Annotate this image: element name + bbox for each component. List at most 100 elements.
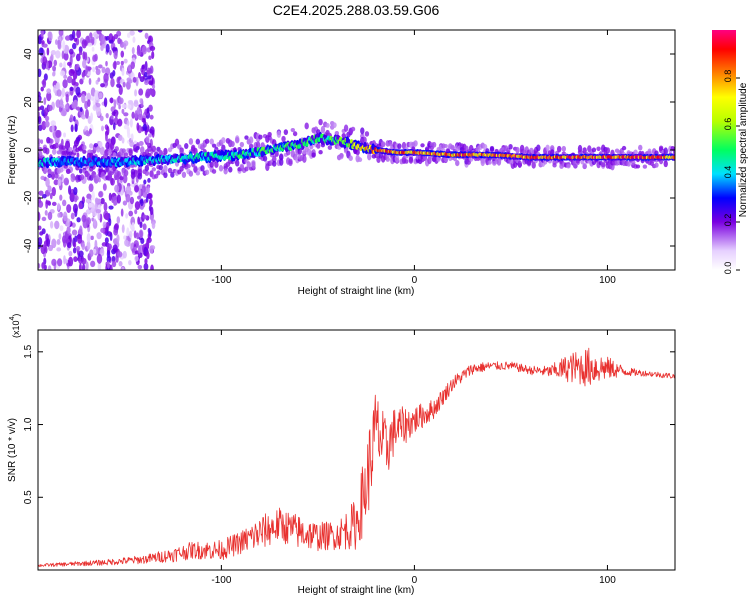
ridge-halo [332, 122, 337, 128]
noise-speckle [136, 122, 140, 131]
noise-speckle [131, 248, 135, 253]
noise-speckle [129, 30, 135, 36]
noise-speckle [76, 30, 81, 39]
snr-scale-close: ) [11, 314, 21, 317]
noise-speckle [143, 179, 147, 185]
noise-speckle [43, 264, 47, 270]
noise-speckle [42, 78, 47, 89]
noise-speckle [108, 205, 114, 210]
noise-speckle [141, 45, 147, 55]
noise-speckle [90, 36, 95, 43]
ridge-halo [239, 163, 245, 169]
noise-speckle [55, 129, 61, 138]
noise-speckle [47, 185, 52, 193]
noise-speckle [75, 106, 81, 111]
noise-speckle [98, 191, 103, 198]
noise-speckle [98, 141, 103, 149]
y-tick-label: 40 [23, 48, 34, 60]
noise-speckle [72, 42, 77, 50]
spectrogram-y-label: Frequency (Hz) [7, 116, 18, 185]
noise-speckle [109, 49, 112, 56]
ridge-halo [184, 142, 189, 149]
ridge-halo [221, 144, 226, 152]
spectrogram-panel: -100 0 100 -40 -20 0 20 40 Height of straight l… [7, 29, 676, 297]
x-tick-label: 100 [599, 575, 616, 586]
x-tick-label: -100 [211, 575, 231, 586]
ridge-halo [144, 170, 150, 176]
ridge-halo [318, 118, 323, 126]
ridge-halo [209, 161, 214, 168]
ridge-halo [177, 144, 182, 149]
noise-speckle [82, 263, 86, 270]
noise-speckle [88, 128, 92, 135]
noise-speckle [128, 79, 133, 84]
noise-speckle [93, 248, 97, 254]
noise-speckle [127, 99, 134, 105]
noise-speckle [95, 102, 101, 108]
ridge-halo [631, 160, 636, 166]
noise-speckle [97, 262, 102, 270]
ridge-halo [626, 161, 631, 167]
noise-speckle [88, 78, 92, 86]
noise-speckle [45, 177, 50, 188]
ridge-halo [334, 130, 340, 136]
snr-scale-exp: 4 [9, 316, 16, 320]
noise-speckle [115, 61, 121, 66]
noise-speckle [143, 262, 149, 270]
ridge-halo [455, 159, 460, 167]
ridge-halo [404, 159, 409, 164]
noise-speckle [110, 115, 114, 120]
noise-speckle [134, 209, 138, 215]
ridge-halo [582, 162, 587, 169]
noise-speckle [100, 83, 105, 88]
noise-speckle [38, 111, 41, 118]
noise-speckle [105, 113, 109, 119]
ridge-halo [515, 146, 520, 154]
noise-speckle [81, 71, 86, 78]
ridge-halo [93, 142, 99, 148]
noise-speckle [122, 200, 128, 206]
noise-speckle [65, 168, 71, 175]
noise-speckle [117, 134, 123, 141]
noise-speckle [91, 46, 95, 52]
noise-speckle [53, 59, 58, 67]
ridge-halo [188, 170, 194, 177]
ridge-halo [591, 147, 597, 153]
ridge-halo [360, 127, 365, 135]
noise-speckle [94, 239, 98, 250]
noise-speckle [60, 110, 67, 117]
noise-speckle [41, 262, 45, 270]
noise-speckle [43, 97, 47, 106]
noise-speckle [109, 97, 114, 104]
noise-speckle [75, 53, 81, 62]
snr-scale-base: (x10 [11, 320, 21, 338]
noise-speckle [41, 216, 47, 222]
noise-speckle [56, 89, 62, 97]
noise-speckle [53, 84, 57, 94]
ridge-halo [262, 155, 268, 162]
noise-speckle [151, 221, 156, 230]
noise-speckle [68, 250, 73, 257]
noise-speckle [51, 201, 57, 207]
noise-speckle [117, 251, 123, 258]
noise-speckle [126, 120, 130, 127]
ridge-halo [556, 145, 562, 153]
noise-speckle [111, 47, 118, 52]
noise-speckle [120, 208, 124, 217]
noise-speckle [43, 73, 48, 81]
ridge-halo [58, 168, 64, 173]
noise-speckle [52, 65, 56, 72]
y-tick-label: -40 [23, 238, 34, 253]
noise-speckle [101, 66, 106, 74]
noise-speckle [94, 90, 100, 100]
noise-speckle [77, 234, 83, 244]
noise-speckle [149, 126, 155, 136]
noise-speckle [75, 86, 81, 96]
ridge-halo [167, 167, 173, 174]
ridge-halo [380, 141, 386, 147]
noise-speckle [50, 120, 56, 127]
ridge-halo [561, 145, 567, 152]
ridge-halo [230, 141, 235, 148]
noise-speckle [113, 34, 119, 40]
noise-speckle [116, 83, 122, 88]
